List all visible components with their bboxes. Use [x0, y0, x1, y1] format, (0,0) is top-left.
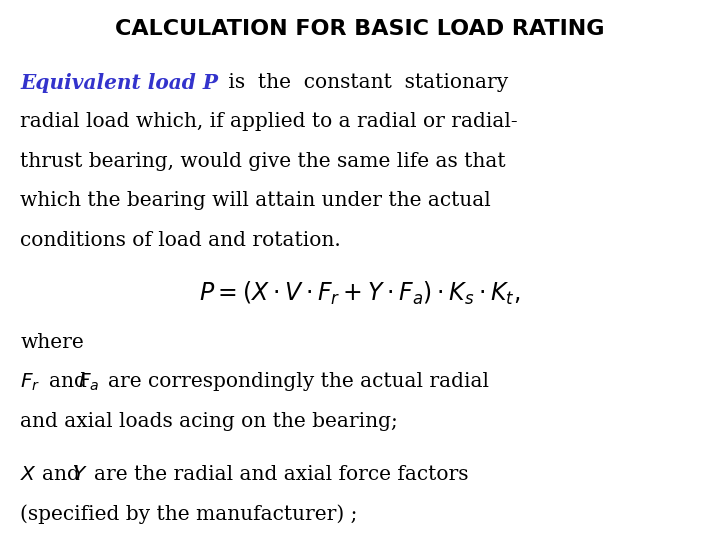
Text: $X$: $X$: [20, 465, 37, 484]
Text: are the radial and axial force factors: are the radial and axial force factors: [94, 465, 468, 484]
Text: CALCULATION FOR BASIC LOAD RATING: CALCULATION FOR BASIC LOAD RATING: [115, 19, 605, 39]
Text: are correspondingly the actual radial: are correspondingly the actual radial: [108, 372, 489, 391]
Text: and axial loads acing on the bearing;: and axial loads acing on the bearing;: [20, 411, 398, 430]
Text: and: and: [42, 465, 80, 484]
Text: thrust bearing, would give the same life as that: thrust bearing, would give the same life…: [20, 152, 505, 171]
Text: $P = ( X \cdot V \cdot F_r + Y \cdot F_a ) \cdot K_s \cdot K_t ,$: $P = ( X \cdot V \cdot F_r + Y \cdot F_a…: [199, 280, 521, 307]
Text: $F_r$: $F_r$: [20, 372, 40, 394]
Text: Equivalent load P: Equivalent load P: [20, 73, 218, 93]
Text: which the bearing will attain under the actual: which the bearing will attain under the …: [20, 191, 491, 210]
Text: $F_a$: $F_a$: [78, 372, 99, 394]
Text: (specified by the manufacturer) ;: (specified by the manufacturer) ;: [20, 504, 358, 524]
Text: radial load which, if applied to a radial or radial-: radial load which, if applied to a radia…: [20, 112, 518, 131]
Text: $Y$: $Y$: [72, 465, 88, 484]
Text: is  the  constant  stationary: is the constant stationary: [222, 73, 508, 92]
Text: and: and: [49, 372, 87, 391]
Text: where: where: [20, 333, 84, 352]
Text: conditions of load and rotation.: conditions of load and rotation.: [20, 231, 341, 249]
